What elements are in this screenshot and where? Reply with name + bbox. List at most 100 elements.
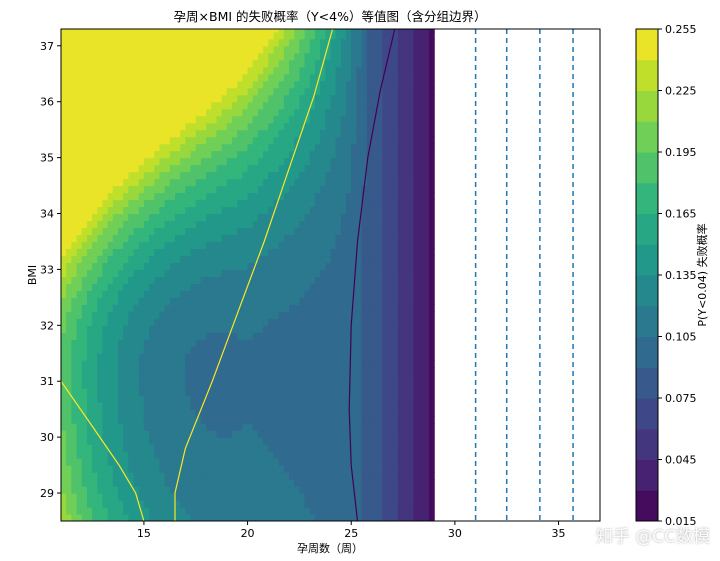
contour-cell — [361, 311, 368, 319]
contour-cell — [330, 360, 337, 368]
contour-cell — [356, 31, 363, 40]
contour-cell — [112, 367, 119, 375]
contour-cell — [175, 430, 181, 438]
contour-cell — [133, 255, 140, 264]
contour-cell — [273, 360, 280, 368]
contour-cell — [237, 59, 243, 68]
contour-cell — [403, 325, 409, 333]
contour-cell — [221, 318, 228, 326]
contour-cell — [314, 409, 321, 417]
contour-cell — [169, 234, 176, 243]
contour-cell — [387, 178, 394, 187]
contour-cell — [211, 507, 218, 515]
contour-cell — [97, 479, 104, 487]
contour-cell — [340, 115, 347, 124]
contour-cell — [71, 52, 78, 61]
contour-cell — [283, 409, 290, 417]
contour-cell — [397, 416, 404, 424]
contour-cell — [128, 381, 135, 389]
contour-cell — [340, 423, 347, 431]
contour-cell — [418, 87, 425, 96]
contour-cell — [237, 500, 243, 508]
contour-cell — [226, 325, 233, 333]
contour-cell — [330, 143, 337, 152]
contour-cell — [346, 514, 352, 521]
contour-cell — [226, 290, 233, 298]
contour-cell — [61, 276, 67, 284]
contour-cell — [133, 122, 140, 131]
contour-cell — [346, 38, 352, 47]
contour-cell — [397, 248, 404, 257]
contour-cell — [118, 220, 124, 229]
contour-cell — [382, 353, 389, 361]
contour-cell — [169, 479, 176, 487]
contour-cell — [206, 479, 212, 487]
contour-cell — [356, 318, 363, 326]
contour-cell — [237, 486, 243, 494]
contour-cell — [340, 339, 347, 347]
contour-cell — [76, 423, 83, 431]
contour-cell — [377, 353, 383, 361]
contour-cell — [314, 304, 321, 312]
contour-cell — [252, 514, 259, 521]
contour-cell — [232, 101, 238, 110]
contour-cell — [159, 192, 166, 201]
contour-cell — [299, 248, 306, 257]
contour-cell — [123, 486, 129, 494]
contour-cell — [252, 73, 259, 82]
contour-cell — [149, 269, 155, 277]
contour-cell — [86, 444, 93, 452]
contour-cell — [325, 80, 332, 89]
contour-cell — [377, 325, 383, 333]
contour-cell — [242, 29, 249, 33]
contour-cell — [278, 423, 285, 431]
contour-cell — [387, 360, 394, 368]
contour-cell — [211, 129, 218, 138]
contour-cell — [86, 129, 93, 138]
contour-cell — [211, 122, 218, 131]
contour-cell — [289, 465, 295, 473]
contour-cell — [335, 437, 342, 445]
contour-cell — [325, 143, 332, 152]
contour-cell — [185, 360, 192, 368]
contour-cell — [200, 241, 207, 250]
contour-cell — [206, 199, 212, 208]
contour-cell — [325, 290, 332, 298]
contour-cell — [299, 311, 306, 319]
contour-cell — [361, 472, 368, 480]
contour-cell — [154, 122, 161, 131]
contour-cell — [418, 52, 425, 61]
contour-cell — [159, 409, 166, 417]
contour-cell — [232, 45, 238, 54]
contour-cell — [195, 101, 202, 110]
contour-cell — [164, 220, 171, 229]
contour-cell — [273, 220, 280, 229]
contour-cell — [200, 164, 207, 173]
contour-cell — [133, 374, 140, 382]
contour-cell — [237, 493, 243, 501]
contour-cell — [112, 136, 119, 145]
contour-cell — [294, 479, 300, 487]
contour-cell — [211, 262, 218, 271]
contour-cell — [330, 451, 337, 459]
contour-cell — [335, 297, 342, 305]
contour-cell — [149, 332, 155, 340]
contour-cell — [112, 409, 119, 417]
contour-cell — [340, 136, 347, 145]
contour-cell — [299, 325, 306, 333]
contour-cell — [123, 59, 129, 68]
contour-cell — [283, 115, 290, 124]
contour-cell — [263, 409, 269, 417]
contour-cell — [330, 304, 337, 312]
contour-cell — [325, 164, 332, 173]
contour-cell — [304, 395, 311, 403]
contour-cell — [149, 339, 155, 347]
contour-cell — [397, 388, 404, 396]
contour-cell — [361, 80, 368, 89]
contour-cell — [185, 94, 192, 103]
contour-cell — [289, 38, 295, 47]
contour-cell — [237, 206, 243, 215]
contour-cell — [190, 500, 197, 508]
contour-cell — [413, 507, 420, 515]
contour-cell — [216, 346, 223, 354]
